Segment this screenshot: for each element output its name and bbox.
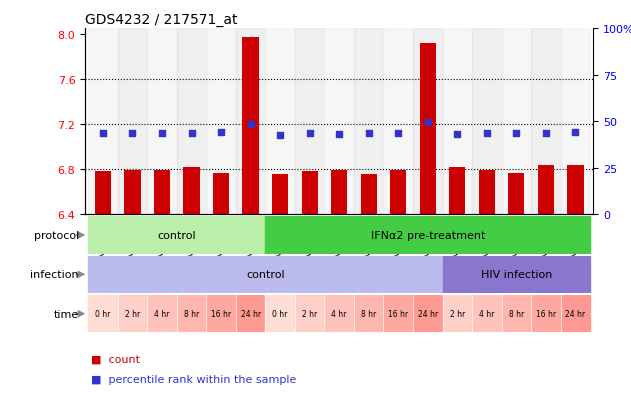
Bar: [147, 29, 177, 215]
Bar: [449, 167, 466, 215]
Text: 4 hr: 4 hr: [479, 309, 495, 318]
Text: 24 hr: 24 hr: [418, 309, 438, 318]
Point: [157, 131, 167, 137]
Point: [423, 119, 433, 126]
Text: IFNα2 pre-treatment: IFNα2 pre-treatment: [370, 230, 485, 240]
Bar: [420, 43, 436, 215]
Bar: [88, 29, 117, 215]
Text: 2 hr: 2 hr: [302, 309, 317, 318]
Bar: [272, 174, 288, 215]
Bar: [508, 173, 524, 215]
Text: 16 hr: 16 hr: [211, 309, 231, 318]
Point: [452, 131, 463, 138]
Bar: [295, 295, 324, 332]
Bar: [354, 29, 384, 215]
Bar: [302, 172, 318, 215]
Bar: [390, 171, 406, 215]
Text: 2 hr: 2 hr: [450, 309, 465, 318]
Text: 4 hr: 4 hr: [155, 309, 170, 318]
Text: 24 hr: 24 hr: [565, 309, 586, 318]
Bar: [295, 29, 324, 215]
Text: ■  count: ■ count: [91, 354, 141, 363]
Bar: [561, 295, 590, 332]
Bar: [479, 171, 495, 215]
Point: [245, 121, 256, 128]
Point: [334, 131, 344, 138]
Bar: [213, 173, 229, 215]
Point: [127, 131, 138, 137]
Bar: [236, 29, 265, 215]
Bar: [177, 295, 206, 332]
Bar: [413, 29, 442, 215]
Bar: [124, 171, 141, 215]
Bar: [88, 256, 442, 293]
Point: [305, 131, 315, 137]
Text: 24 hr: 24 hr: [240, 309, 261, 318]
Bar: [561, 29, 590, 215]
Point: [482, 131, 492, 137]
Bar: [324, 29, 354, 215]
Text: 8 hr: 8 hr: [184, 309, 199, 318]
Bar: [502, 29, 531, 215]
Text: 16 hr: 16 hr: [388, 309, 408, 318]
Bar: [177, 29, 206, 215]
Point: [363, 131, 374, 137]
Bar: [88, 295, 117, 332]
Text: infection: infection: [30, 270, 79, 280]
Bar: [354, 295, 384, 332]
Bar: [242, 38, 259, 215]
Point: [98, 131, 108, 137]
Bar: [324, 295, 354, 332]
Text: time: time: [54, 309, 79, 319]
Bar: [442, 295, 472, 332]
Text: 16 hr: 16 hr: [536, 309, 556, 318]
Text: 8 hr: 8 hr: [361, 309, 376, 318]
Bar: [206, 295, 236, 332]
Point: [275, 133, 285, 139]
Bar: [117, 295, 147, 332]
Text: control: control: [246, 270, 285, 280]
Bar: [442, 256, 590, 293]
Point: [511, 131, 521, 137]
Text: control: control: [157, 230, 196, 240]
Bar: [384, 295, 413, 332]
Bar: [154, 171, 170, 215]
Bar: [236, 295, 265, 332]
Bar: [184, 167, 199, 215]
Bar: [384, 29, 413, 215]
Bar: [567, 165, 584, 215]
Bar: [413, 295, 442, 332]
Bar: [442, 29, 472, 215]
Bar: [206, 29, 236, 215]
Text: 8 hr: 8 hr: [509, 309, 524, 318]
Bar: [360, 174, 377, 215]
Point: [570, 129, 581, 136]
Bar: [472, 295, 502, 332]
Bar: [331, 171, 347, 215]
Bar: [472, 29, 502, 215]
Bar: [95, 172, 111, 215]
Text: 0 hr: 0 hr: [273, 309, 288, 318]
Bar: [531, 29, 561, 215]
Text: 0 hr: 0 hr: [95, 309, 110, 318]
Bar: [538, 165, 554, 215]
Bar: [265, 217, 590, 254]
Point: [393, 131, 403, 137]
Bar: [117, 29, 147, 215]
Bar: [502, 295, 531, 332]
Bar: [531, 295, 561, 332]
Bar: [265, 29, 295, 215]
Point: [216, 129, 226, 136]
Point: [186, 131, 196, 137]
Text: protocol: protocol: [33, 230, 79, 240]
Text: GDS4232 / 217571_at: GDS4232 / 217571_at: [85, 12, 238, 26]
Bar: [88, 217, 265, 254]
Bar: [147, 295, 177, 332]
Point: [541, 131, 551, 137]
Bar: [265, 295, 295, 332]
Text: 4 hr: 4 hr: [331, 309, 347, 318]
Text: HIV infection: HIV infection: [481, 270, 552, 280]
Text: 2 hr: 2 hr: [125, 309, 140, 318]
Text: ■  percentile rank within the sample: ■ percentile rank within the sample: [91, 374, 297, 384]
